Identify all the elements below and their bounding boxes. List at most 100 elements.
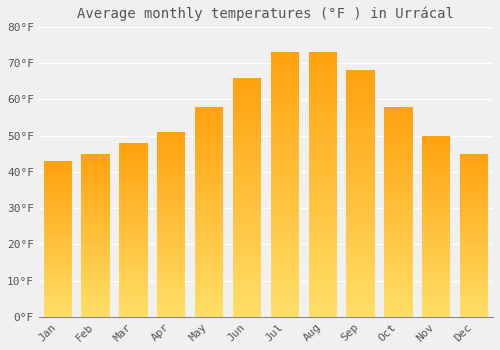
Bar xyxy=(270,110,299,114)
Bar xyxy=(308,96,337,101)
Bar xyxy=(157,240,186,243)
Bar xyxy=(270,242,299,246)
Bar xyxy=(157,289,186,292)
Bar xyxy=(195,127,224,131)
Bar xyxy=(195,173,224,177)
Bar xyxy=(270,132,299,136)
Bar xyxy=(422,299,450,302)
Bar xyxy=(82,301,110,303)
Bar xyxy=(270,206,299,211)
Bar xyxy=(233,165,261,169)
Bar xyxy=(346,284,375,288)
Bar xyxy=(346,194,375,198)
Bar xyxy=(422,308,450,311)
Bar xyxy=(157,203,186,206)
Bar xyxy=(346,296,375,300)
Bar xyxy=(233,181,261,185)
Bar xyxy=(119,265,148,267)
Bar xyxy=(270,264,299,268)
Bar xyxy=(270,224,299,229)
Bar xyxy=(157,221,186,224)
Bar xyxy=(157,304,186,308)
Bar xyxy=(270,268,299,273)
Bar xyxy=(195,289,224,292)
Bar xyxy=(44,286,72,288)
Bar xyxy=(82,154,110,156)
Bar xyxy=(157,277,186,280)
Bar xyxy=(157,194,186,197)
Bar xyxy=(346,132,375,136)
Bar xyxy=(422,272,450,274)
Bar xyxy=(384,149,412,152)
Bar xyxy=(422,314,450,317)
Bar xyxy=(157,132,186,135)
Bar xyxy=(44,267,72,270)
Bar xyxy=(44,226,72,229)
Bar xyxy=(233,102,261,105)
Bar xyxy=(233,265,261,269)
Bar xyxy=(195,257,224,261)
Bar xyxy=(346,78,375,83)
Bar xyxy=(82,238,110,241)
Bar xyxy=(422,281,450,284)
Bar xyxy=(82,260,110,262)
Bar xyxy=(308,154,337,158)
Bar xyxy=(422,205,450,208)
Bar xyxy=(460,164,488,167)
Bar xyxy=(195,212,224,215)
Bar xyxy=(384,229,412,233)
Bar xyxy=(119,218,148,221)
Bar xyxy=(308,206,337,211)
Bar xyxy=(233,301,261,305)
Bar xyxy=(44,195,72,197)
Bar xyxy=(270,299,299,303)
Bar xyxy=(384,261,412,264)
Bar xyxy=(44,273,72,275)
Bar xyxy=(82,214,110,216)
Bar xyxy=(157,308,186,311)
Bar xyxy=(44,260,72,262)
Bar xyxy=(308,281,337,286)
Bar xyxy=(422,202,450,205)
Bar xyxy=(422,302,450,305)
Bar xyxy=(308,277,337,281)
Bar xyxy=(460,214,488,216)
Bar xyxy=(384,271,412,275)
Bar xyxy=(44,257,72,260)
Bar xyxy=(82,268,110,271)
Bar xyxy=(233,297,261,301)
Bar xyxy=(119,186,148,189)
Bar xyxy=(195,145,224,149)
Bar xyxy=(460,186,488,189)
Bar xyxy=(119,247,148,250)
Bar xyxy=(308,176,337,180)
Bar xyxy=(270,52,299,57)
Bar xyxy=(119,271,148,273)
Bar xyxy=(195,106,224,110)
Bar xyxy=(157,283,186,286)
Bar xyxy=(346,153,375,156)
Bar xyxy=(308,246,337,251)
Bar xyxy=(308,215,337,220)
Bar xyxy=(270,83,299,88)
Bar xyxy=(119,236,148,238)
Bar xyxy=(44,166,72,169)
Bar xyxy=(384,138,412,142)
Bar xyxy=(119,262,148,265)
Bar xyxy=(308,184,337,189)
Bar xyxy=(460,312,488,314)
Bar xyxy=(233,269,261,273)
Bar xyxy=(422,166,450,169)
Bar xyxy=(308,136,337,140)
Bar xyxy=(119,311,148,314)
Bar xyxy=(308,123,337,127)
Bar xyxy=(157,212,186,215)
Bar xyxy=(422,175,450,178)
Bar xyxy=(119,267,148,271)
Bar xyxy=(308,105,337,110)
Bar xyxy=(422,178,450,181)
Bar xyxy=(308,70,337,74)
Bar xyxy=(384,166,412,170)
Bar xyxy=(422,214,450,217)
Bar xyxy=(157,252,186,255)
